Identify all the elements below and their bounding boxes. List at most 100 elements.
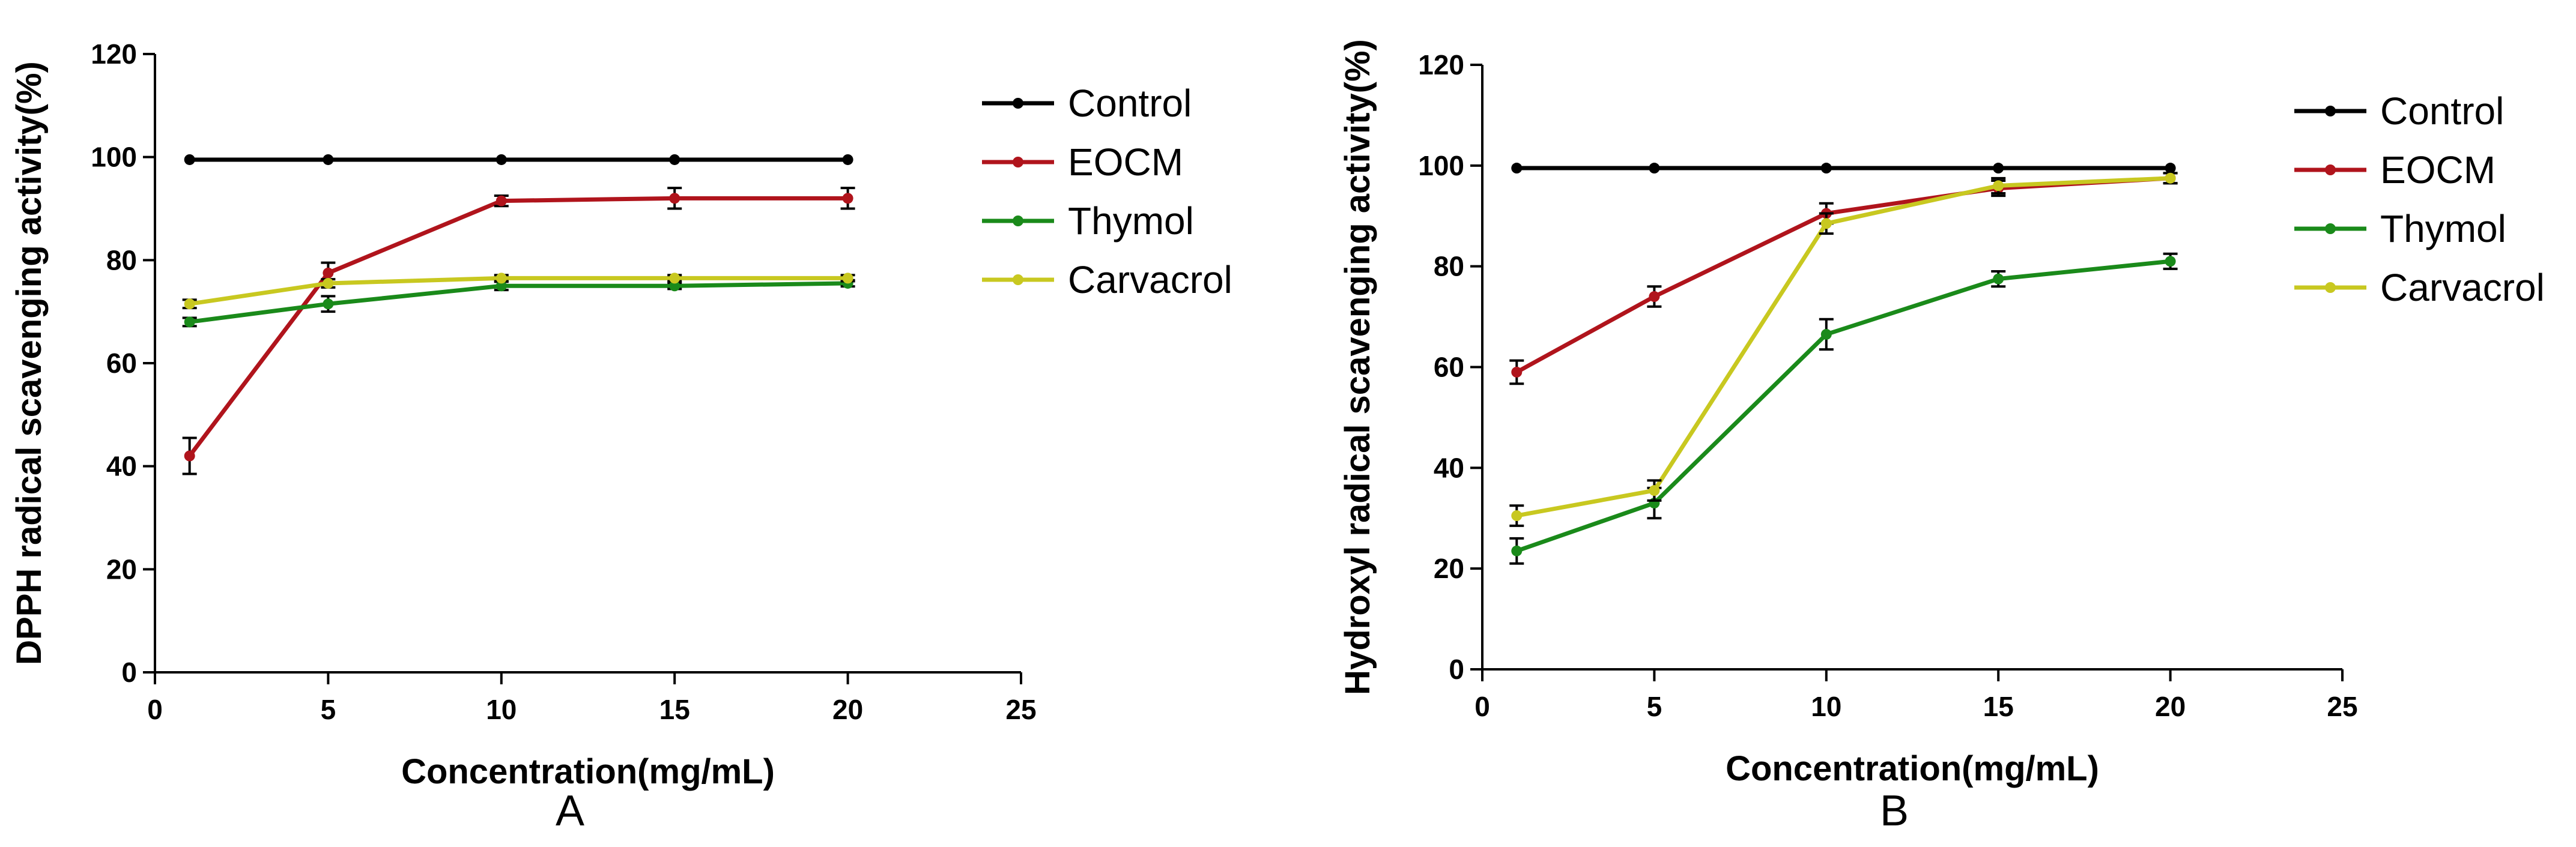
x-tick-label: 0 [147, 694, 163, 725]
data-point [496, 273, 507, 284]
x-tick-label: 20 [832, 694, 863, 725]
series-thymol [182, 277, 855, 328]
y-tick-label: 0 [121, 657, 137, 688]
data-point [1649, 291, 1660, 303]
legend-label: Control [2380, 89, 2504, 133]
y-tick-label: 100 [1418, 150, 1464, 181]
series-thymol [1509, 252, 2178, 565]
data-point [842, 193, 853, 204]
data-point [669, 280, 680, 292]
legend-swatch-marker [2325, 106, 2336, 116]
legend-swatch-marker [2325, 282, 2336, 293]
chart-panel-b: Hydroxyl radical scavenging activity(%) … [1338, 39, 2545, 835]
x-tick-label: 15 [659, 694, 690, 725]
y-axis-title: Hydroxyl radical scavenging activity(%) [1338, 39, 1377, 695]
y-tick-label: 20 [106, 553, 137, 585]
series-eocm [182, 187, 855, 475]
y-tick-label: 0 [1449, 654, 1464, 685]
data-point [323, 298, 334, 310]
legend-label: EOCM [2380, 148, 2496, 191]
data-point [1649, 163, 1660, 174]
x-tick-label: 25 [2327, 691, 2357, 722]
y-tick-label: 100 [91, 142, 137, 173]
legend-label: Carvacrol [2380, 266, 2545, 309]
legend-label: Carvacrol [1068, 258, 1232, 301]
data-point [1820, 218, 1832, 229]
data-point [1511, 163, 1523, 174]
y-axis-title: DPPH radical scavenging activity(%) [10, 61, 49, 665]
panel-label: A [556, 787, 584, 835]
data-point [842, 154, 853, 165]
panel-label: B [1880, 787, 1909, 835]
legend-label: EOCM [1068, 140, 1183, 184]
data-point [1993, 180, 2004, 191]
x-axis-title: Concentration(mg/mL) [1726, 749, 2099, 788]
series-line [187, 196, 848, 457]
data-point [1511, 510, 1523, 522]
data-point [1511, 366, 1523, 378]
data-point [1993, 163, 2004, 174]
data-point [1993, 273, 2004, 285]
data-point [1511, 545, 1523, 556]
legend-label: Thymol [1068, 199, 1194, 243]
legend-swatch-marker [1013, 157, 1023, 167]
y-tick-label: 80 [1434, 251, 1464, 282]
series-carvacrol [182, 273, 855, 310]
legend-swatch-marker [1013, 98, 1023, 109]
x-tick-label: 10 [486, 694, 517, 725]
y-tick-label: 60 [1434, 352, 1464, 383]
data-point [2165, 172, 2176, 184]
data-point [184, 316, 195, 328]
data-point [1820, 328, 1832, 340]
data-point [1820, 163, 1832, 174]
data-point [2165, 256, 2176, 267]
legend-swatch-marker [1013, 274, 1023, 285]
data-point [496, 195, 507, 206]
y-tick-label: 20 [1434, 553, 1464, 584]
y-tick-label: 60 [106, 348, 137, 379]
legend-label: Control [1068, 82, 1192, 125]
series-control [184, 154, 853, 165]
data-point [323, 277, 334, 289]
data-point [1649, 485, 1660, 496]
data-point [669, 273, 680, 284]
x-tick-label: 5 [1647, 691, 1662, 722]
data-point [669, 193, 680, 204]
legend-swatch-marker [2325, 164, 2336, 175]
data-point [323, 267, 334, 279]
series-line [1515, 176, 2171, 374]
data-point [184, 298, 195, 310]
legend-swatch-marker [2325, 223, 2336, 234]
x-tick-label: 20 [2155, 691, 2186, 722]
series-carvacrol [1509, 172, 2178, 527]
y-tick-label: 40 [1434, 452, 1464, 483]
chart-panel-a: DPPH radical scavenging activity(%) Conc… [10, 38, 1232, 835]
data-point [496, 154, 507, 165]
legend: Control EOCM Thymol Carvacrol [982, 82, 1232, 301]
x-tick-label: 15 [1983, 691, 2014, 722]
data-point [496, 280, 507, 292]
series-line [1516, 259, 2171, 553]
legend: Control EOCM Thymol Carvacrol [2294, 89, 2545, 309]
series-eocm [1509, 172, 2178, 385]
series-line [1516, 176, 2171, 518]
y-tick-label: 80 [106, 244, 137, 276]
legend-label: Thymol [2380, 207, 2506, 250]
legend-swatch-marker [1013, 216, 1023, 226]
series-line [189, 276, 848, 306]
data-point [842, 273, 853, 284]
x-tick-label: 5 [321, 694, 336, 725]
data-point [184, 450, 195, 462]
data-point [2165, 163, 2176, 174]
y-tick-label: 120 [1418, 49, 1464, 80]
data-point [669, 154, 680, 165]
x-tick-label: 25 [1005, 694, 1036, 725]
x-tick-label: 10 [1811, 691, 1841, 722]
y-tick-label: 120 [91, 38, 137, 70]
series-control [1511, 163, 2176, 174]
y-tick-label: 40 [106, 451, 137, 482]
x-tick-label: 0 [1474, 691, 1490, 722]
x-axis-title: Concentration(mg/mL) [401, 752, 775, 791]
data-point [323, 154, 334, 165]
